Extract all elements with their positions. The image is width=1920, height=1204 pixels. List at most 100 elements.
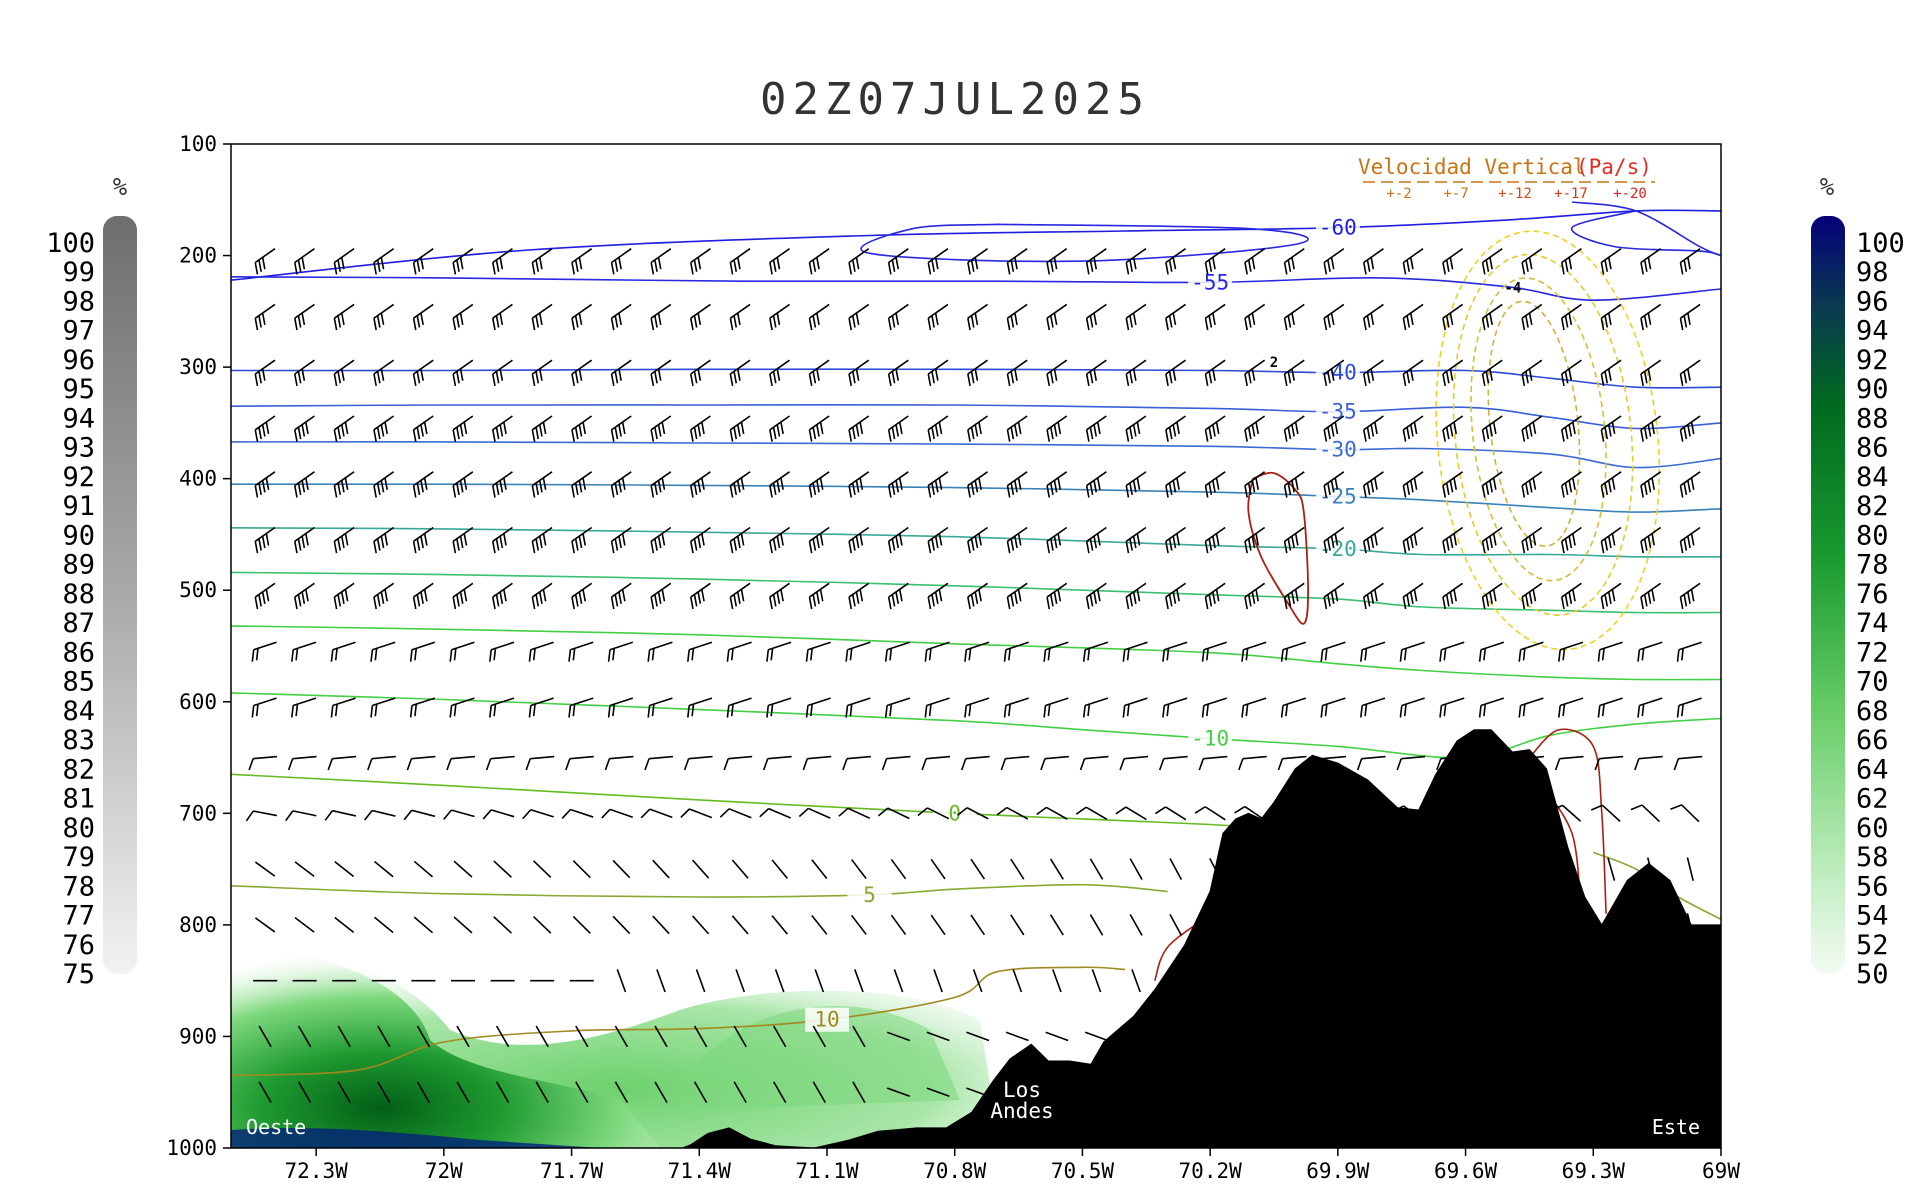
wind-barb: [1201, 641, 1227, 662]
wind-barb: [805, 697, 831, 718]
wind-barb: [373, 526, 395, 554]
wind-barb: [848, 471, 870, 498]
wind-barb: [1129, 914, 1143, 936]
wind-barb: [1323, 471, 1345, 498]
colorbar-label: 58: [1856, 842, 1889, 873]
colorbar-label: 90: [1856, 374, 1889, 405]
wind-barb: [1241, 697, 1267, 718]
wind-barb: [491, 526, 513, 554]
wind-barb: [412, 471, 434, 498]
wind-barb: [482, 809, 515, 820]
wind-barb: [850, 859, 867, 880]
wind-barb: [927, 526, 949, 554]
wind-barb: [805, 641, 831, 662]
wind-barb: [531, 359, 553, 387]
wind-barb: [1085, 248, 1107, 275]
wind-barb: [532, 916, 552, 934]
wind-barb: [1600, 303, 1622, 331]
wind-barb: [610, 303, 632, 331]
wind-barb: [921, 755, 951, 771]
wind-barb: [1442, 582, 1464, 610]
wind-barb: [297, 1025, 312, 1048]
wind-barb: [489, 641, 515, 662]
wind-barb: [1119, 755, 1149, 771]
wind-barb: [610, 248, 632, 275]
wind-barb: [1521, 359, 1543, 387]
wind-barb: [568, 641, 594, 662]
left-colorbar: % 10099989796959493929190898887868584838…: [46, 173, 137, 990]
wind-barb: [887, 303, 909, 331]
vertical-velocity-label: -4: [1504, 280, 1521, 296]
wind-barb: [808, 471, 830, 498]
wind-barb: [1125, 471, 1147, 498]
wind-barb: [452, 526, 474, 554]
wind-barb: [1045, 1031, 1069, 1042]
wind-barb: [1046, 303, 1068, 331]
wind-barb: [887, 359, 909, 387]
wind-barb: [689, 303, 711, 331]
wind-barb: [731, 915, 749, 935]
wind-barb: [650, 359, 672, 387]
colorbar-label: 88: [1856, 403, 1889, 434]
wind-barb: [1122, 641, 1148, 662]
wind-barb: [769, 471, 790, 498]
wind-barb: [1198, 755, 1228, 771]
wind-barb: [489, 697, 515, 718]
wind-barb: [887, 248, 909, 275]
temperature-contour-label: -55: [1191, 270, 1229, 294]
wind-barb: [1085, 303, 1107, 331]
wind-barb: [927, 471, 949, 498]
colorbar-label: 83: [62, 725, 95, 756]
wind-barb: [887, 471, 909, 498]
wind-barb: [254, 359, 276, 387]
wind-barb: [337, 1081, 351, 1103]
wind-barb: [769, 415, 790, 442]
wind-barb: [1052, 969, 1062, 993]
wind-barb: [1362, 471, 1384, 498]
vertical-velocity-contour: [1528, 728, 1607, 914]
wind-barb: [251, 697, 277, 718]
wind-barb: [294, 917, 315, 933]
wind-barb: [1679, 471, 1701, 498]
wind-barb: [452, 303, 474, 331]
wind-barb: [1630, 804, 1661, 823]
colorbar-label: 89: [62, 550, 95, 581]
wind-barb: [1558, 697, 1584, 718]
wind-barb: [967, 303, 988, 331]
colorbar-label: 54: [1856, 901, 1889, 932]
x-tick-label: 71.1W: [795, 1159, 859, 1183]
wind-barb: [1201, 697, 1227, 718]
wind-barb: [1204, 415, 1226, 442]
colorbar-label: 91: [62, 491, 95, 522]
colorbar-label: 86: [62, 637, 95, 668]
wind-barb: [650, 471, 672, 498]
wind-barb: [491, 582, 513, 610]
wind-barb: [1204, 471, 1226, 498]
wind-barb: [1402, 471, 1424, 498]
wind-barb: [1637, 697, 1663, 718]
wind-barb: [689, 582, 711, 610]
wind-barb: [1046, 526, 1068, 554]
wind-barb: [531, 582, 553, 610]
wind-barb: [1046, 415, 1068, 442]
wind-barb: [1600, 248, 1622, 275]
wind-barb: [416, 1025, 431, 1048]
wind-barb: [1280, 697, 1307, 718]
wind-barb: [729, 582, 751, 610]
wind-barb: [452, 415, 474, 442]
wind-barb: [854, 969, 864, 993]
wind-barb: [1481, 359, 1503, 387]
wind-barb: [571, 303, 593, 331]
wind-barb: [650, 526, 672, 554]
wind-barb: [850, 914, 867, 935]
wind-barb: [766, 697, 792, 718]
wind-barb: [1679, 248, 1701, 275]
wind-barb: [927, 248, 949, 275]
wind-barb: [254, 526, 276, 554]
wind-barb: [1085, 471, 1107, 498]
wind-barb: [495, 1081, 510, 1103]
wind-barb: [1597, 697, 1623, 718]
wind-barb: [1158, 755, 1188, 771]
wind-barb: [1165, 526, 1186, 554]
temperature-contour: [860, 223, 1309, 263]
